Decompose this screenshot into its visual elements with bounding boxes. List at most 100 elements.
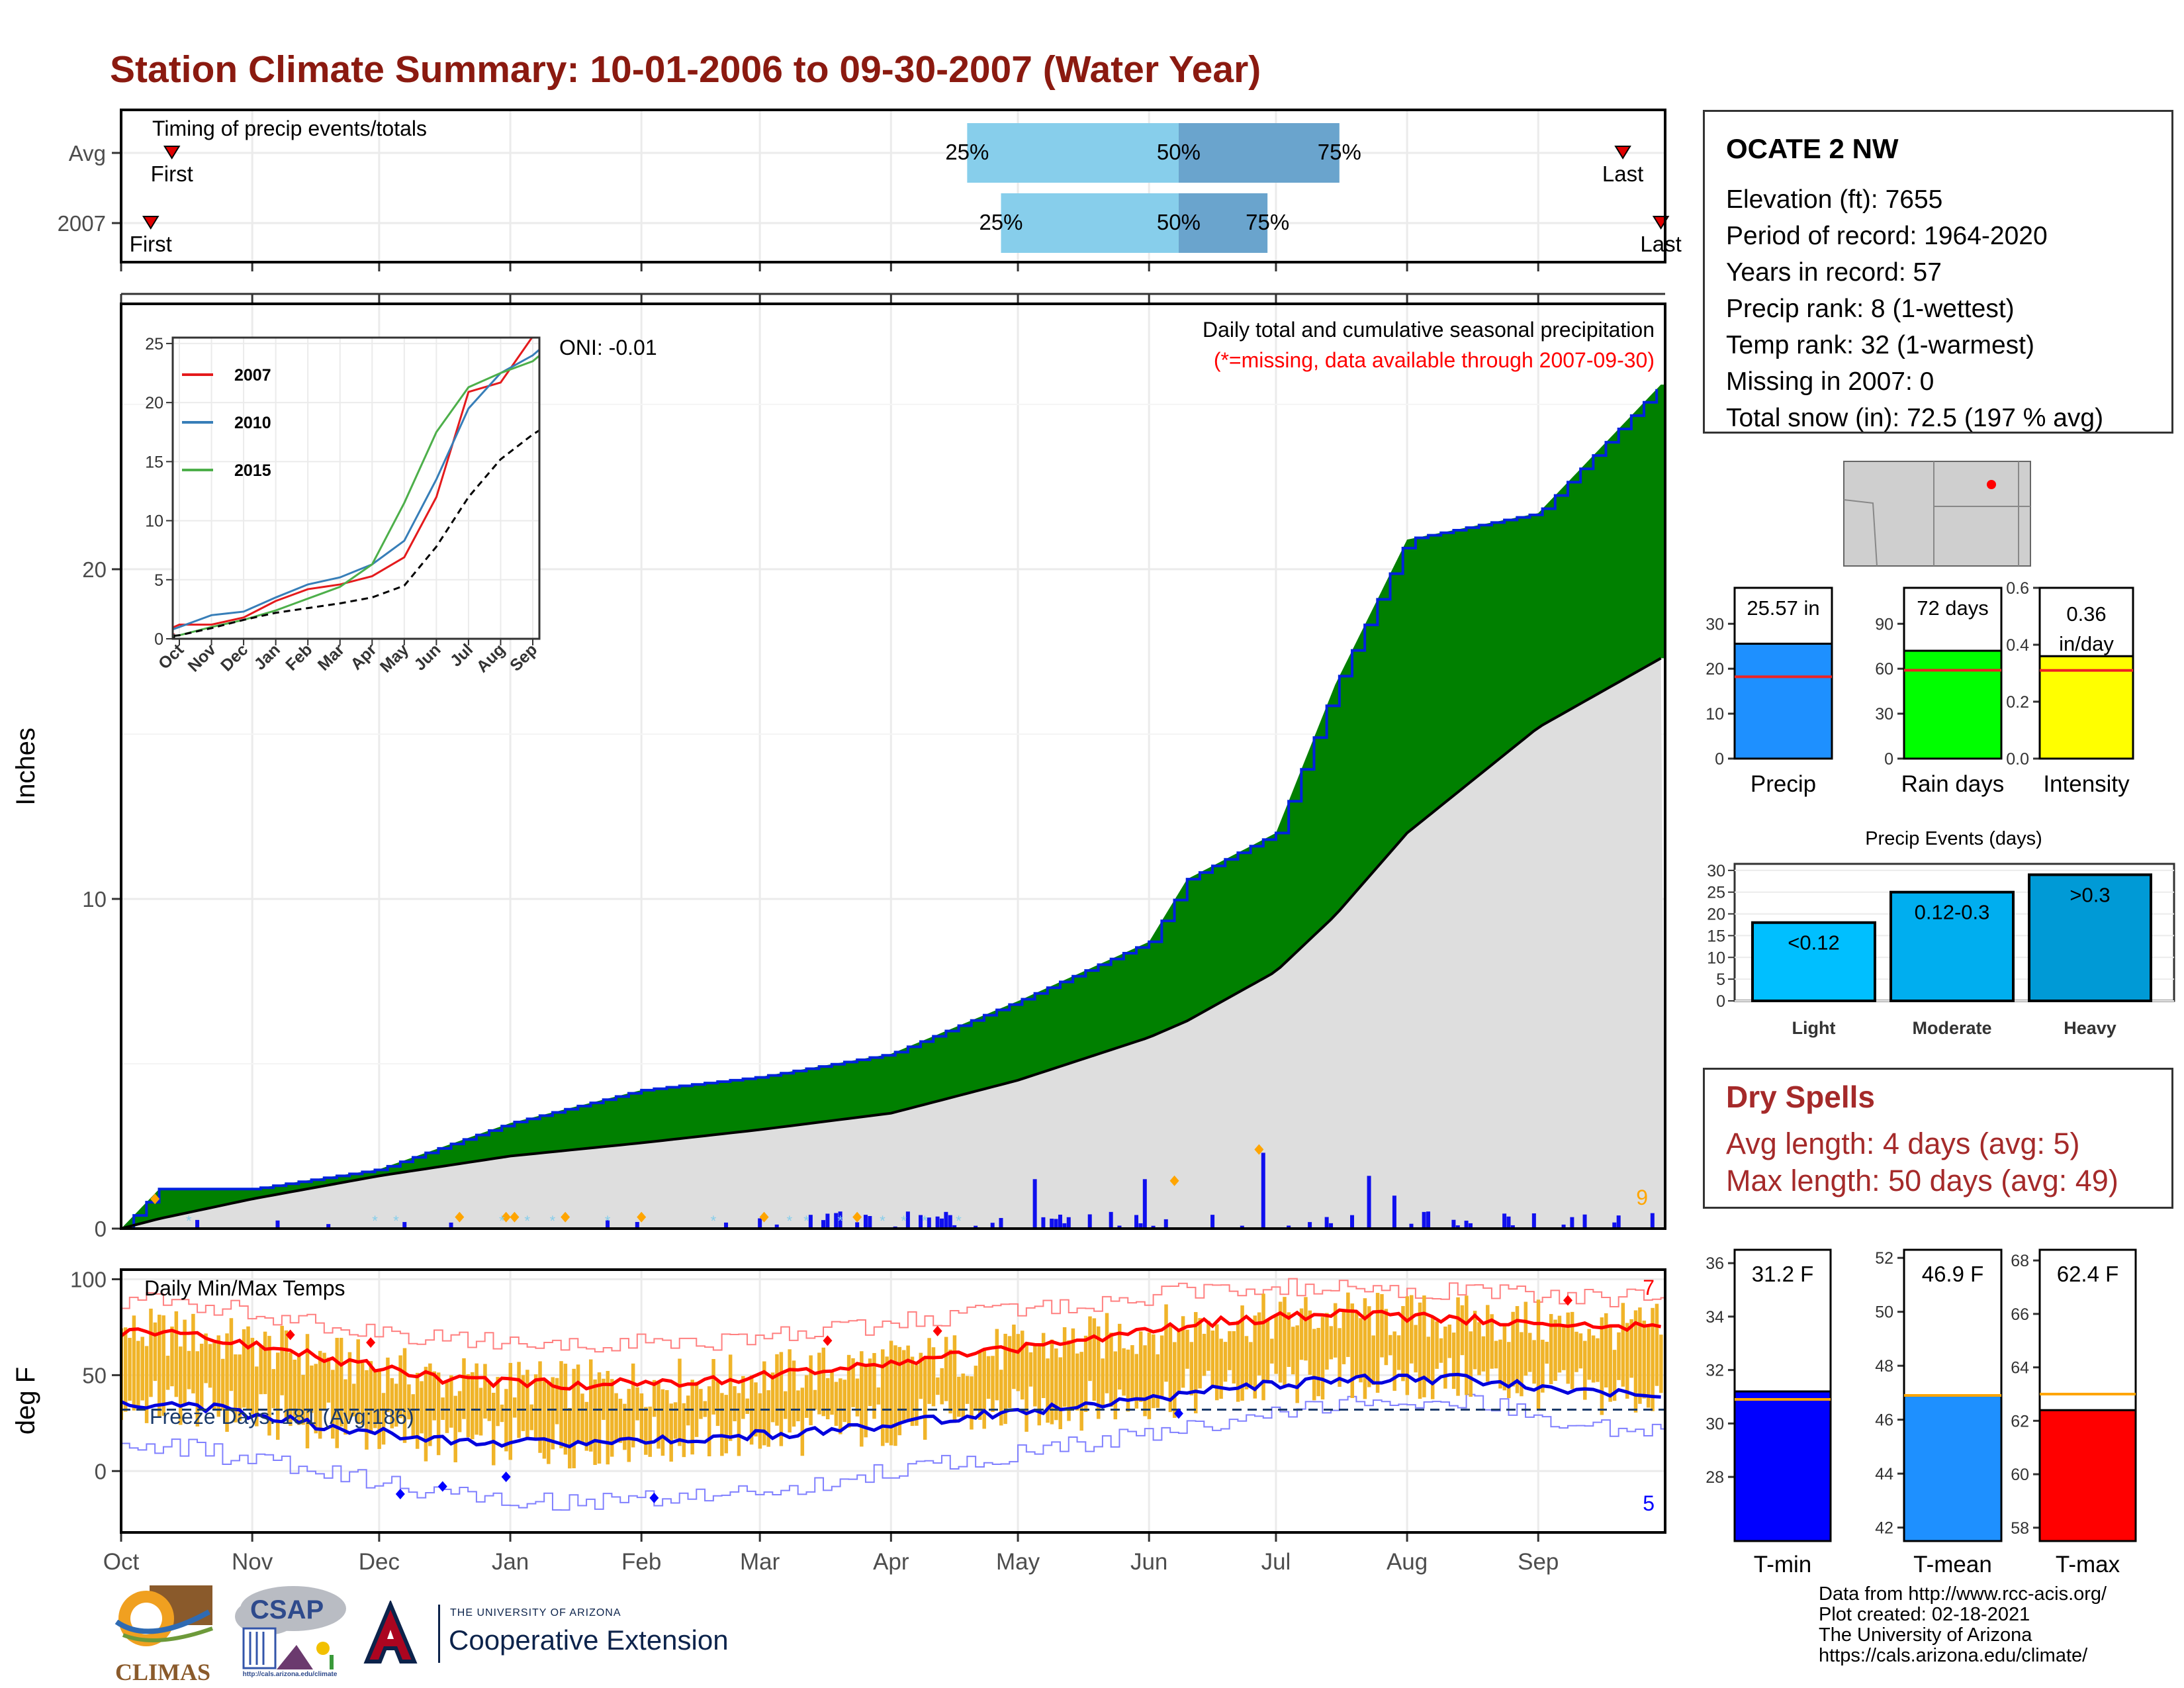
daily-temp-bar (1067, 1340, 1071, 1421)
daily-temp-bar (694, 1382, 699, 1437)
daily-temp-bar (1456, 1297, 1460, 1396)
daily-temp-bar (1527, 1333, 1532, 1372)
daily-precip-bar (863, 1215, 868, 1229)
daily-temp-bar (1515, 1306, 1520, 1393)
mini-ytick-label: 0 (1715, 750, 1724, 769)
daily-temp-bar (1160, 1335, 1164, 1397)
missing-day-asterisk: * (803, 1213, 809, 1229)
freeze-days-label: Freeze Days: 181 (Avg:186) (150, 1405, 414, 1429)
daily-temp-bar (1494, 1340, 1498, 1369)
daily-temp-bar (195, 1351, 200, 1427)
daily-temp-bar (161, 1315, 165, 1416)
missing-day-asterisk: * (393, 1213, 399, 1229)
daily-temp-bar (817, 1352, 821, 1415)
missing-day-asterisk: * (956, 1213, 962, 1229)
daily-temp-bar (1037, 1346, 1042, 1426)
daily-temp-bar (1122, 1348, 1126, 1396)
missing-day-asterisk: * (524, 1213, 530, 1229)
tbar-ytick-label: 58 (2011, 1519, 2029, 1538)
daily-temp-bar (1532, 1340, 1536, 1384)
daily-temp-bar (246, 1326, 250, 1410)
daily-temp-bar (343, 1379, 347, 1435)
daily-temp-bar (855, 1378, 860, 1417)
daily-temp-bar (965, 1376, 970, 1404)
daily-temp-bar (720, 1393, 724, 1456)
daily-temp-bar (1651, 1307, 1655, 1411)
daily-temp-bar (445, 1381, 449, 1433)
daily-temp-bar (1460, 1305, 1465, 1356)
events-bar (2028, 873, 2152, 1003)
precip-axis-ylabel: Inches (11, 727, 40, 806)
daily-temp-bar (424, 1366, 428, 1462)
tbar-value-box (1733, 1248, 1832, 1393)
precip-ytick-label: 0 (95, 1217, 107, 1241)
daily-temp-bar (398, 1355, 402, 1419)
daily-temp-bar (1422, 1295, 1426, 1397)
daily-temp-bar (1189, 1342, 1194, 1395)
daily-temp-bar (995, 1329, 999, 1401)
daily-temp-bar (1287, 1312, 1291, 1367)
station-snow: Total snow (in): 72.5 (197 % avg) (1726, 404, 2104, 432)
month-label: Apr (873, 1549, 909, 1575)
daily-temp-bar (1316, 1328, 1320, 1397)
daily-temp-bar (1325, 1313, 1329, 1370)
snow-event-marker (759, 1211, 769, 1223)
month-label: Jan (492, 1549, 529, 1575)
climas-wordmark: CLIMAS (114, 1659, 211, 1685)
daily-temp-bar (542, 1380, 547, 1459)
inset-legend-label: 2015 (234, 461, 271, 480)
daily-temp-bar (1033, 1346, 1037, 1407)
daily-temp-bar (369, 1361, 373, 1434)
daily-precip-bar (825, 1213, 830, 1229)
daily-precip-bar (990, 1223, 995, 1229)
daily-temp-bar (699, 1389, 703, 1419)
daily-temp-bar (1363, 1298, 1367, 1399)
events-range-label: 0.12-0.3 (1915, 901, 1990, 924)
daily-temp-bar (1447, 1324, 1452, 1358)
daily-temp-bar (606, 1371, 610, 1465)
daily-temp-bar (449, 1375, 453, 1428)
daily-temp-bar (940, 1368, 944, 1405)
daily-temp-bar (627, 1389, 631, 1462)
daily-temp-bar (809, 1355, 813, 1426)
arizona-a-icon (363, 1601, 418, 1664)
daily-temp-bar (1583, 1340, 1587, 1400)
daily-temp-bar (335, 1338, 339, 1448)
precip-panel-frame (120, 303, 1666, 1230)
daily-precip-bar (1367, 1176, 1371, 1229)
tbar-ytick-label: 46 (1875, 1411, 1893, 1430)
daily-temp-bar (1007, 1336, 1012, 1409)
daily-precip-bar (1210, 1215, 1215, 1229)
daily-temp-bar (529, 1404, 534, 1430)
inset-avg-line (173, 429, 539, 639)
csap-url: http://cals.arizona.edu/climate (242, 1671, 338, 1678)
daily-temp-bar (952, 1335, 957, 1423)
daily-temp-bar (652, 1380, 657, 1417)
missing-day-asterisk: * (499, 1213, 505, 1229)
daily-temp-bar (250, 1338, 255, 1415)
mini-ytick-label: 0.2 (2006, 693, 2029, 712)
daily-temp-bar (1177, 1329, 1181, 1391)
daily-temp-bar (669, 1403, 673, 1462)
daily-temp-bar (1473, 1311, 1477, 1370)
ua-extension-text: Cooperative Extension (449, 1624, 729, 1656)
first-event-marker (142, 216, 159, 230)
daily-temp-bar (525, 1370, 529, 1438)
daily-temp-bar (1354, 1313, 1359, 1379)
daily-temp-bar (1587, 1329, 1591, 1380)
daily-precip-bar (1650, 1213, 1655, 1229)
daily-temp-bar (639, 1393, 644, 1444)
daily-precip-bar (808, 1215, 813, 1229)
inset-ytick-label: 0 (154, 630, 163, 649)
missing-day-asterisk: * (901, 1213, 907, 1229)
daily-temp-bar (533, 1374, 538, 1439)
missing-day-asterisk: * (711, 1213, 717, 1229)
daily-temp-bar (728, 1354, 733, 1441)
daily-temp-bar (1185, 1329, 1189, 1369)
daily-temp-bar (1198, 1318, 1202, 1389)
daily-temp-bar (846, 1354, 851, 1428)
daily-temp-bar (1028, 1352, 1033, 1387)
timing-row-label: 2007 (58, 211, 106, 236)
daily-precip-bar (919, 1215, 923, 1229)
events-category-label: Moderate (1912, 1018, 1991, 1038)
